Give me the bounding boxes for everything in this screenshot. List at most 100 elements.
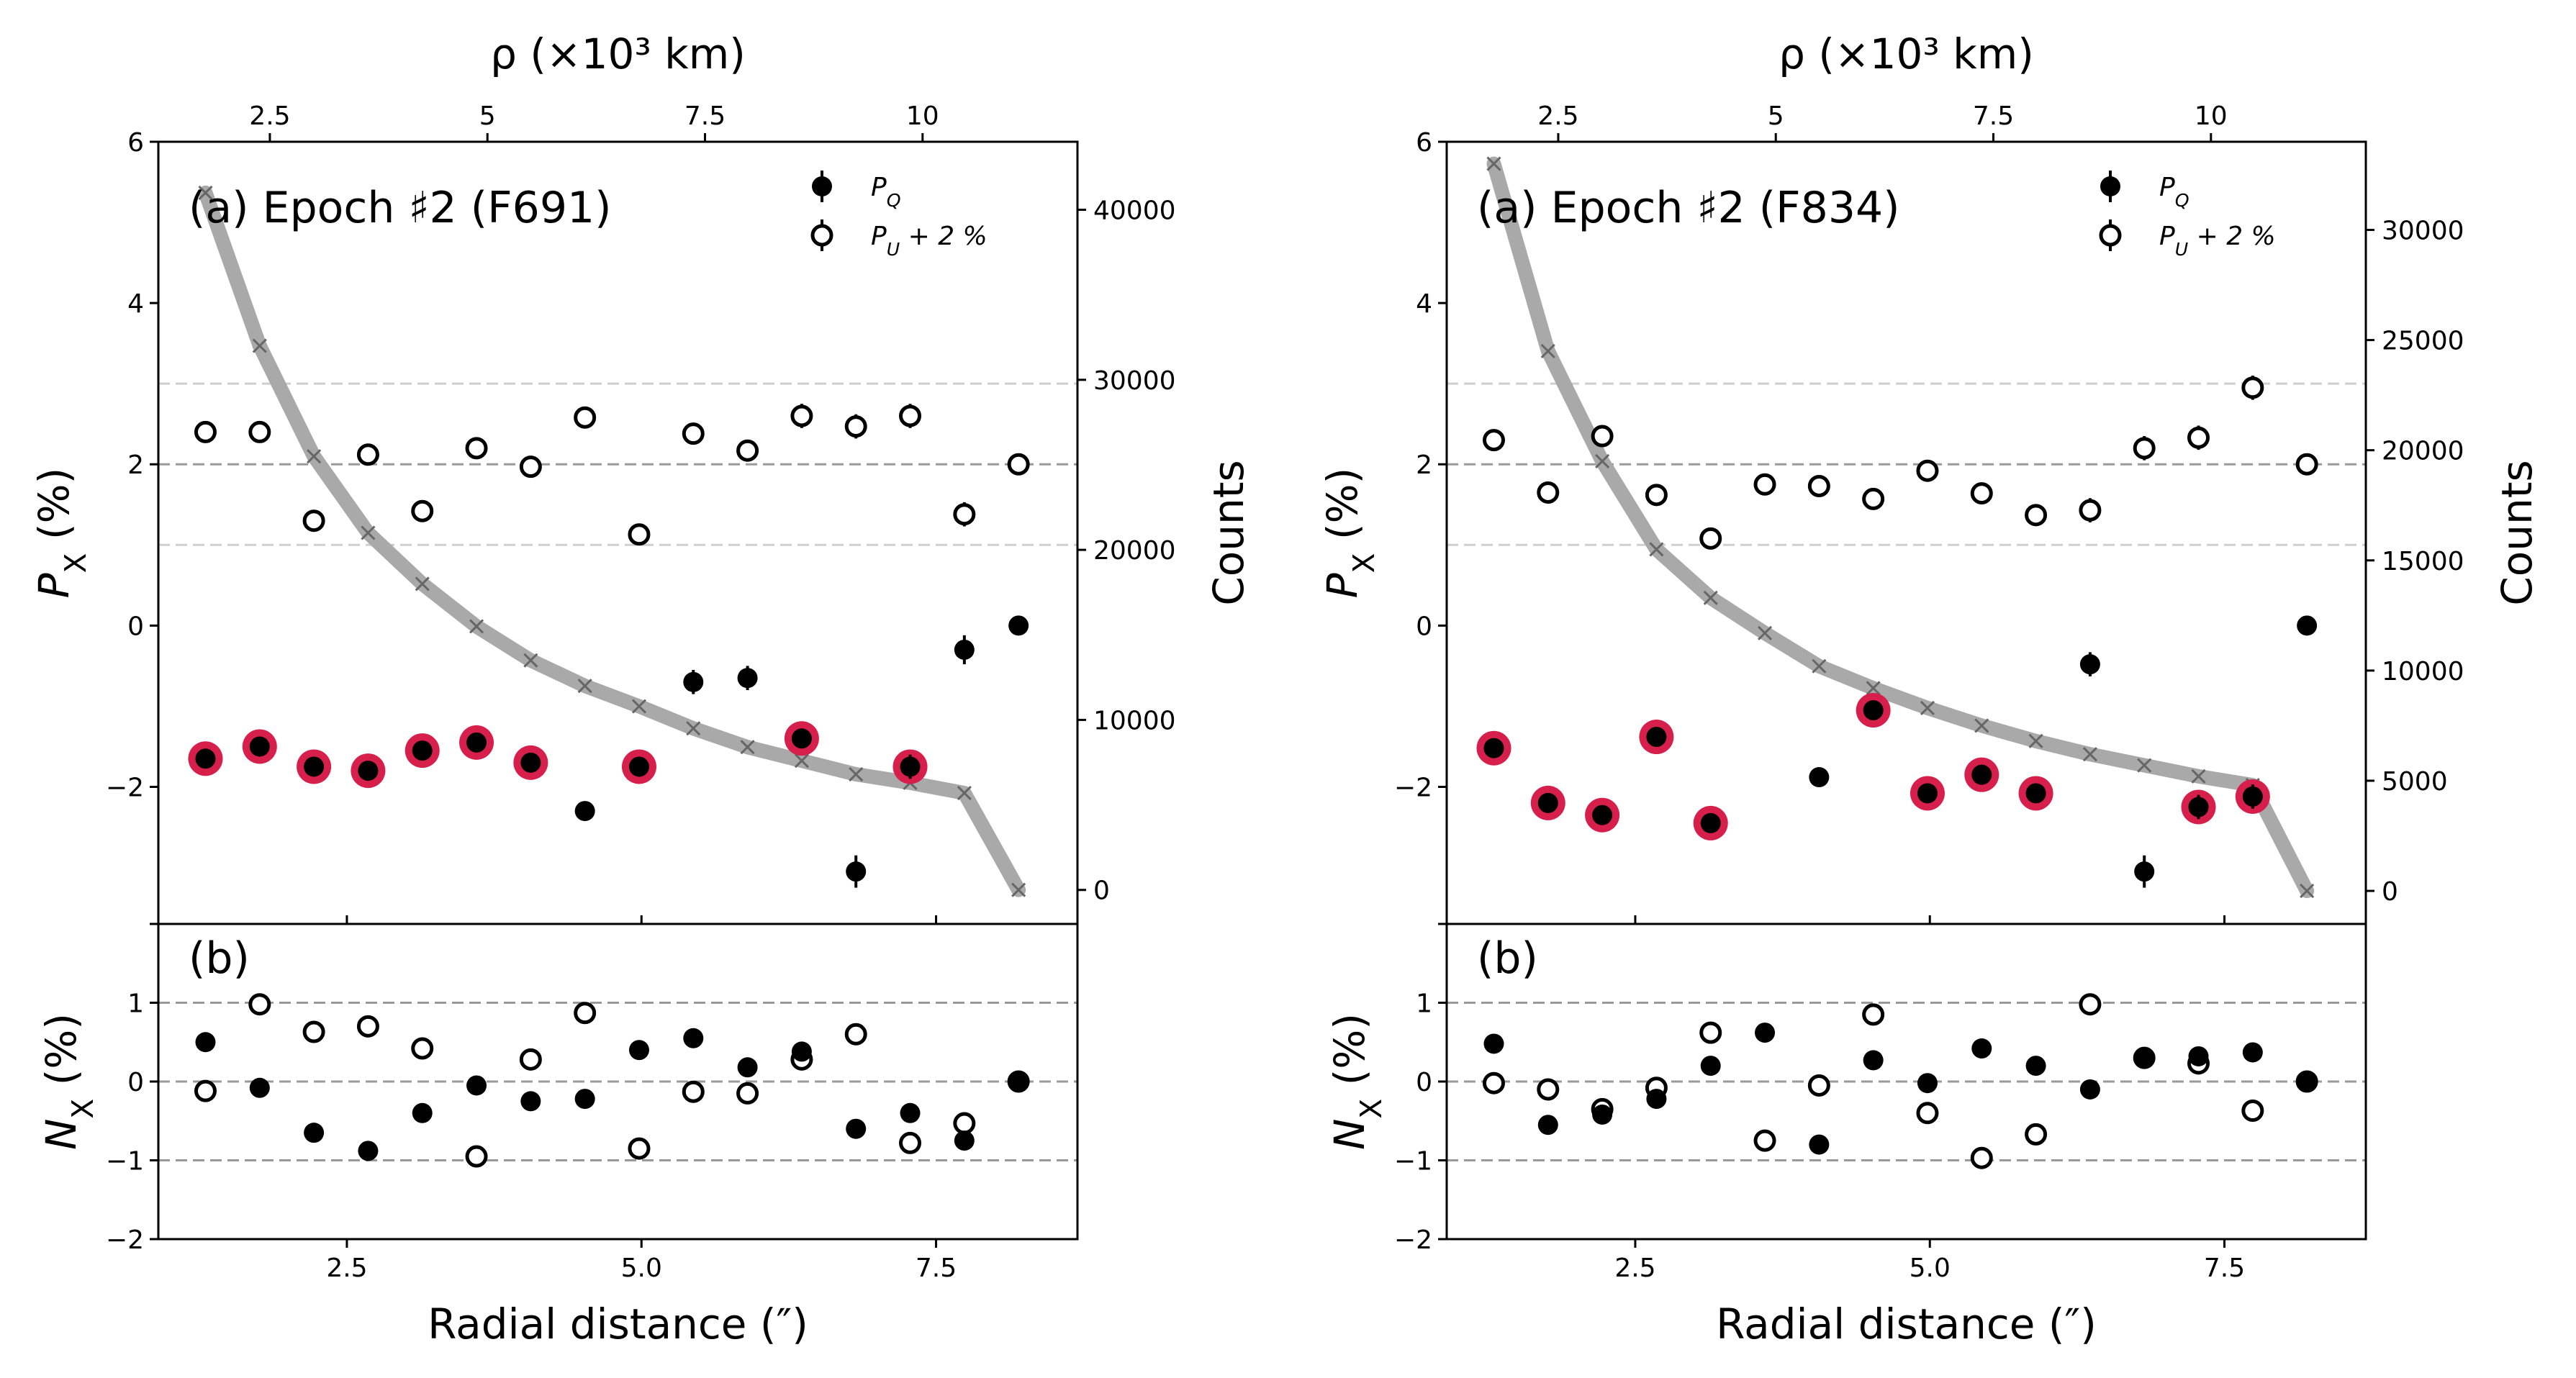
- residual-panel-title: (b): [189, 933, 250, 984]
- nq-marker: [2297, 1071, 2318, 1092]
- pq-marker: [1537, 792, 1558, 813]
- nq-marker: [412, 1102, 433, 1123]
- pq-marker: [2188, 797, 2209, 817]
- right-y-tick-label: 5000: [2382, 767, 2448, 797]
- pu-marker: [465, 437, 488, 460]
- nq-marker: [900, 1102, 921, 1123]
- top-x-tick-label: 5: [1768, 101, 1784, 131]
- nq-marker: [304, 1123, 325, 1143]
- pq-marker: [1646, 727, 1667, 748]
- y-tick-label: −2: [1394, 773, 1432, 802]
- top-x-tick-label: 5: [479, 101, 496, 131]
- pu-marker: [2079, 499, 2102, 522]
- nu-marker: [628, 1137, 651, 1160]
- pu-marker: [2025, 504, 2048, 527]
- nu-marker: [465, 1145, 488, 1168]
- pu-marker: [519, 455, 542, 479]
- residual-y-tick-label: −1: [106, 1147, 144, 1177]
- nu-marker: [248, 993, 271, 1016]
- right-y-tick-label: 20000: [2382, 437, 2464, 466]
- counts-point-marker: [252, 338, 267, 353]
- counts-point-marker: [631, 699, 647, 714]
- legend-pu-marker: [810, 224, 833, 247]
- y-tick-label: 2: [127, 450, 144, 480]
- nq-marker: [520, 1091, 541, 1112]
- nq-marker: [1646, 1089, 1667, 1110]
- counts-point-marker: [686, 721, 701, 736]
- x-tick-label: 7.5: [2204, 1254, 2245, 1283]
- right-y-axis-label: Counts: [1204, 460, 1253, 605]
- y-tick-label: 4: [1416, 289, 1432, 319]
- pu-marker: [2133, 437, 2156, 460]
- counts-point-marker: [849, 766, 864, 782]
- nq-marker: [1809, 1134, 1830, 1155]
- nq-marker: [954, 1130, 975, 1151]
- residual-y-tick-label: 1: [127, 989, 144, 1019]
- pu-marker: [1970, 482, 1993, 505]
- top-panel-frame: [1445, 140, 2367, 925]
- right-y-tick-label: 0: [1093, 876, 1110, 906]
- residual-panel-title: (b): [1477, 933, 1538, 984]
- pu-marker: [899, 404, 922, 427]
- pq-marker: [1863, 700, 1884, 721]
- pu-marker: [356, 443, 379, 466]
- legend-pq-label: PQ: [2159, 173, 2189, 211]
- top-x-tick-label: 2.5: [249, 101, 290, 131]
- legend: PQ PU + 2 %: [810, 171, 988, 260]
- nq-marker: [1537, 1115, 1558, 1136]
- x-axis-label: Radial distance (″): [1716, 1300, 2097, 1348]
- counts-point-marker: [1011, 882, 1026, 897]
- legend: PQ PU + 2 %: [2099, 171, 2276, 260]
- pq-marker: [737, 668, 758, 689]
- right-y-axis-label: Counts: [2493, 460, 2541, 605]
- nq-marker: [1971, 1038, 1992, 1059]
- nq-marker: [791, 1041, 812, 1062]
- counts-point-marker: [307, 449, 322, 464]
- chart-panel-2: −20246−2−1010500010000150002000025000300…: [1318, 30, 2541, 1348]
- x-tick-label: 2.5: [1614, 1254, 1655, 1283]
- pq-marker: [2025, 783, 2046, 804]
- pq-marker: [846, 861, 867, 882]
- nu-marker: [1916, 1102, 1939, 1125]
- nu-marker: [194, 1079, 217, 1102]
- pu-marker: [574, 406, 597, 429]
- right-y-tick-label: 20000: [1093, 536, 1176, 566]
- pq-marker: [1700, 812, 1721, 833]
- pq-marker: [1809, 767, 1830, 788]
- pu-marker: [790, 404, 813, 427]
- pu-marker: [1862, 487, 1885, 510]
- pu-marker: [411, 499, 434, 522]
- pq-marker: [2079, 654, 2100, 675]
- residual-y-tick-label: −2: [106, 1225, 144, 1255]
- counts-point-marker: [523, 653, 538, 668]
- pu-marker: [682, 422, 705, 445]
- nq-marker: [1917, 1073, 1938, 1094]
- counts-point-marker: [577, 679, 592, 694]
- y-tick-label: 6: [1416, 128, 1432, 158]
- counts-point-marker: [1486, 156, 1501, 171]
- right-y-tick-label: 10000: [2382, 657, 2464, 686]
- pq-marker: [195, 748, 216, 769]
- nq-marker: [2242, 1042, 2263, 1063]
- pu-marker: [1699, 527, 1722, 550]
- pq-marker: [2297, 615, 2318, 636]
- residual-y-tick-label: 0: [1416, 1068, 1432, 1097]
- right-y-tick-label: 15000: [2382, 547, 2464, 576]
- right-y-tick-label: 10000: [1093, 706, 1176, 735]
- residual-y-tick-label: 0: [127, 1068, 144, 1097]
- counts-point-marker: [957, 785, 972, 801]
- y-axis-label: PX (%): [1318, 468, 1381, 599]
- y-tick-label: −2: [106, 773, 144, 802]
- nq-marker: [1008, 1071, 1029, 1092]
- pq-marker: [1917, 783, 1938, 804]
- counts-point-marker: [2028, 733, 2043, 748]
- right-y-tick-label: 30000: [1093, 366, 1176, 396]
- nq-marker: [466, 1075, 487, 1096]
- pu-marker: [2295, 453, 2318, 476]
- nu-marker: [519, 1048, 542, 1071]
- nq-marker: [2079, 1079, 2100, 1100]
- counts-point-marker: [2082, 747, 2097, 762]
- panel-title: (a) Epoch ♯2 (F834): [1477, 183, 1900, 233]
- pu-marker: [953, 503, 976, 526]
